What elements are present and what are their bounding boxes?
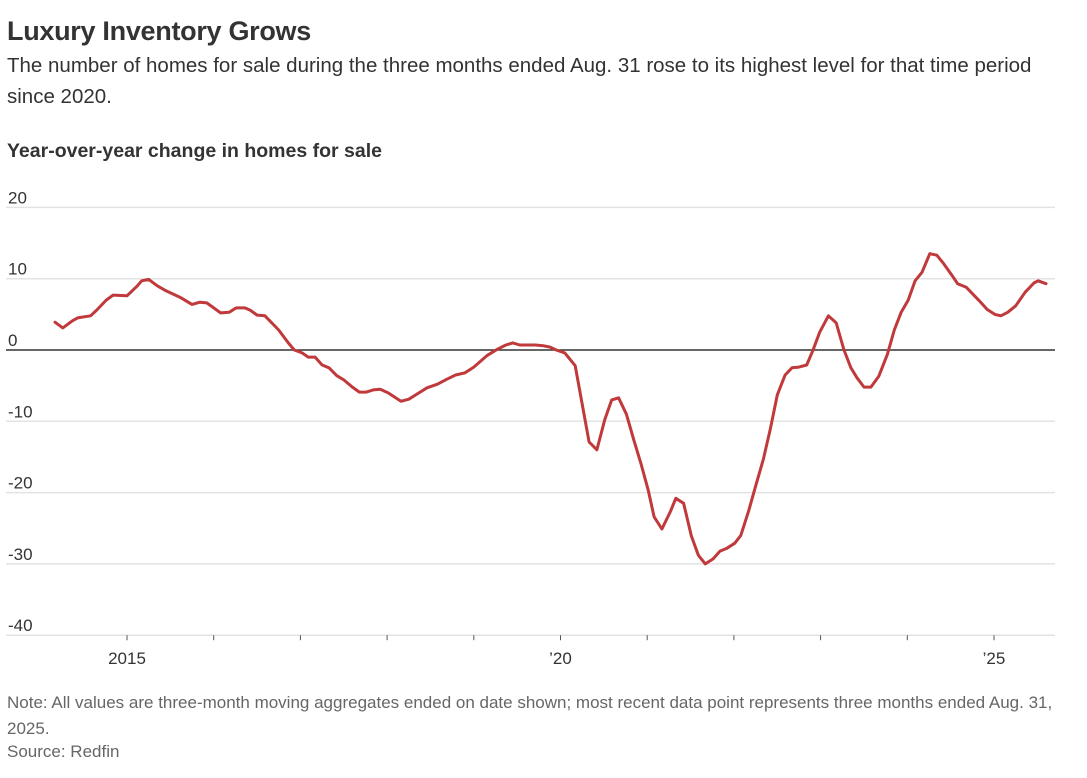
chart-note: Note: All values are three-month moving …	[7, 693, 1053, 738]
x-tick-label: 2015	[108, 649, 146, 668]
chart-subtitle: The number of homes for sale during the …	[7, 54, 1032, 108]
y-tick-label: 10	[8, 260, 27, 279]
y-tick-label: 20	[8, 188, 27, 207]
chart-source: Source: Redfin	[7, 742, 120, 761]
chart-title: Luxury Inventory Grows	[7, 16, 311, 46]
x-tick-label: ’25	[983, 649, 1006, 668]
y-tick-label: -20	[8, 474, 33, 493]
series-line	[53, 252, 1048, 566]
y-tick-label: -30	[8, 545, 33, 564]
x-tick-label: ’20	[549, 649, 572, 668]
y-tick-label: 0	[8, 331, 17, 350]
y-axis-title: Year-over-year change in homes for sale	[7, 140, 382, 162]
y-tick-label: -40	[8, 616, 33, 635]
y-tick-label: -10	[8, 402, 33, 421]
